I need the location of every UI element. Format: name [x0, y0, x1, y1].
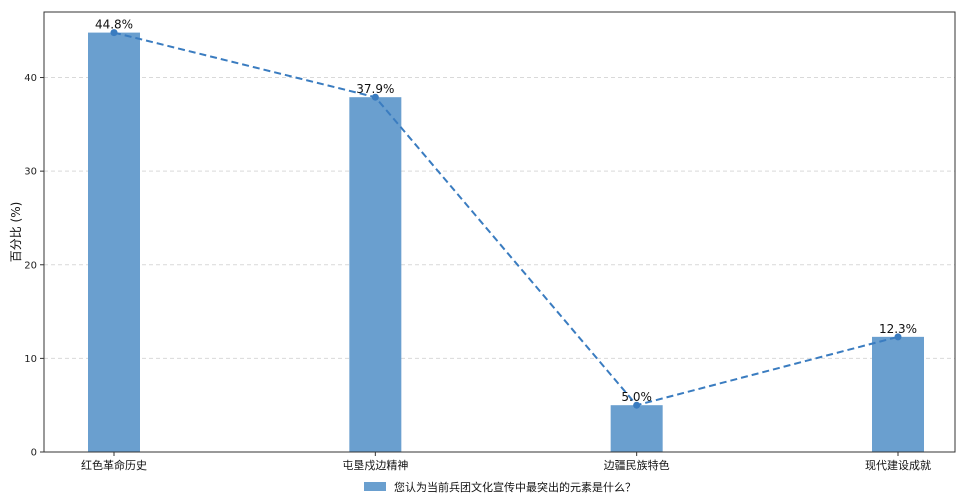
bars — [88, 32, 924, 453]
y-tick-label: 40 — [24, 73, 37, 84]
x-tick-label: 现代建设成就 — [865, 458, 931, 472]
x-tick-label: 屯垦戍边精神 — [342, 458, 408, 472]
y-tick-label: 0 — [31, 448, 37, 459]
trend-point — [110, 29, 118, 37]
bar — [872, 336, 924, 452]
data-label: 5.0% — [621, 390, 652, 404]
y-ticks: 0 10 20 30 40 — [24, 73, 44, 459]
trend-line — [110, 29, 902, 409]
data-labels: 44.8% 37.9% 5.0% 12.3% — [95, 18, 917, 405]
grid-lines — [44, 77, 955, 359]
legend: 您认为当前兵团文化宣传中最突出的元素是什么？ — [364, 480, 636, 493]
legend-swatch — [364, 482, 386, 491]
bar — [349, 97, 402, 452]
axes — [43, 11, 956, 453]
y-tick-label: 10 — [24, 354, 37, 365]
trend-point — [894, 333, 902, 341]
x-tick-label: 红色革命历史 — [81, 458, 147, 472]
data-label: 37.9% — [356, 82, 394, 96]
bar — [610, 405, 663, 452]
bar — [88, 32, 140, 453]
data-label: 44.8% — [95, 18, 133, 32]
trend-point — [633, 401, 641, 409]
trend-line-path — [113, 31, 899, 407]
y-axis-title: 百分比 (%) — [9, 202, 23, 263]
y-tick-label: 20 — [24, 260, 37, 271]
data-label: 12.3% — [879, 322, 917, 336]
x-ticks: 红色革命历史 屯垦戍边精神 边疆民族特色 现代建设成就 — [81, 452, 931, 472]
y-tick-label: 30 — [24, 167, 37, 178]
trend-point — [371, 93, 379, 101]
x-tick-label: 边疆民族特色 — [604, 458, 670, 472]
legend-label: 您认为当前兵团文化宣传中最突出的元素是什么？ — [394, 480, 636, 493]
plot-frame — [43, 11, 956, 453]
